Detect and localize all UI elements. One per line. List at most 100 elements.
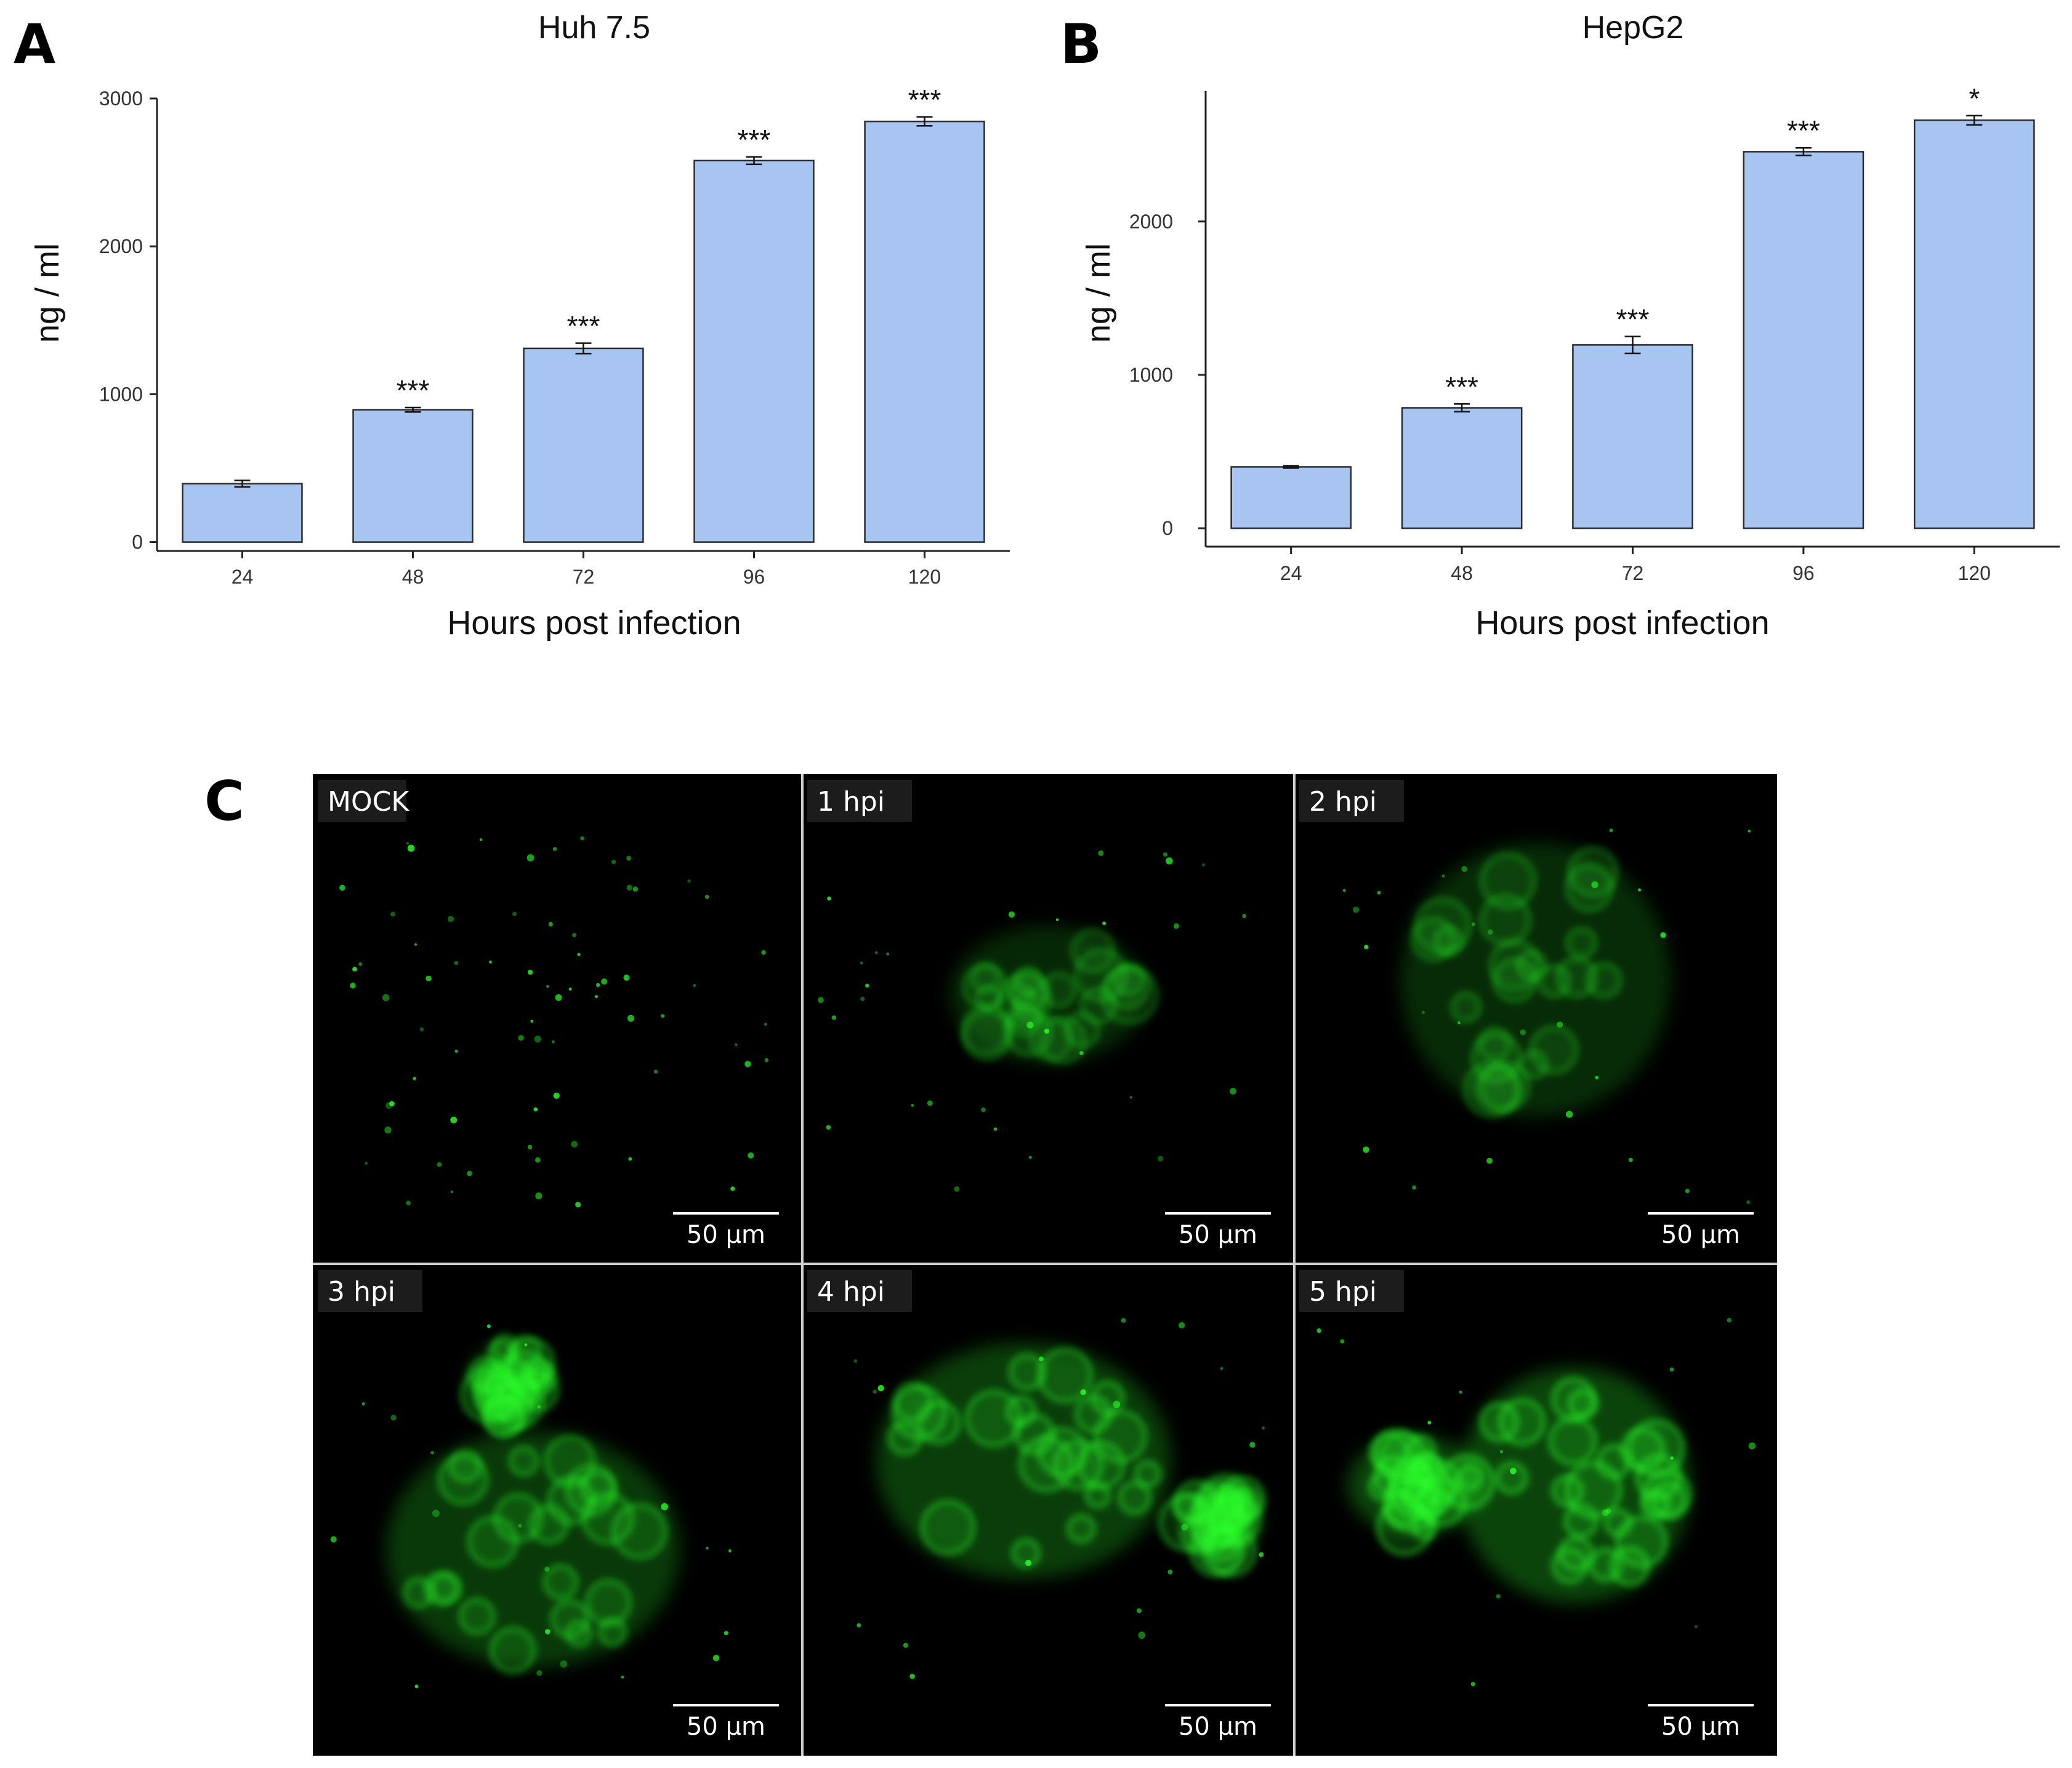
fluorescent-punctum	[1459, 1390, 1462, 1394]
x-tick-label: 120	[908, 566, 941, 588]
fluorescent-punctum	[330, 1536, 337, 1543]
fluorescent-punctum	[467, 1170, 472, 1176]
fluorescent-punctum	[1079, 1051, 1084, 1055]
fluorescent-punctum	[981, 1107, 986, 1112]
fluorescent-punctum	[734, 1043, 738, 1047]
fluorescent-punctum	[350, 982, 356, 989]
fluorescent-cell	[1011, 1538, 1041, 1567]
plot-area: 0 1000 2000 24 48 *** 72 *** 96 *** 120 *	[1129, 82, 2060, 584]
fluorescent-punctum	[518, 1524, 522, 1528]
micrograph-label: 1 hpi	[817, 786, 885, 818]
fluorescent-punctum	[1102, 921, 1107, 925]
chart-huh75: Huh 7.5 ng / ml Hours post infection 0 10…	[29, 10, 1010, 641]
fluorescent-punctum	[1748, 1442, 1756, 1450]
fluorescent-cell	[582, 1492, 634, 1545]
significance-label: ***	[567, 310, 600, 342]
fluorescent-punctum	[544, 1629, 550, 1634]
fluorescent-punctum	[1158, 1155, 1164, 1162]
fluorescent-cell	[1610, 1546, 1650, 1586]
fluorescent-punctum	[1242, 914, 1246, 918]
fluorescent-cell	[1627, 1420, 1685, 1477]
fluorescent-punctum	[535, 1157, 541, 1163]
fluorescent-punctum	[413, 1077, 417, 1080]
fluorescent-punctum	[1605, 1508, 1611, 1514]
fluorescent-punctum	[860, 961, 863, 965]
fluorescent-cell	[1038, 1348, 1093, 1403]
fluorescent-punctum	[437, 1162, 442, 1167]
fluorescent-punctum	[1181, 1524, 1188, 1531]
fluorescent-punctum	[865, 983, 869, 988]
fluorescent-punctum	[1230, 1088, 1236, 1095]
fluorescent-punctum	[486, 1324, 491, 1328]
fluorescent-punctum	[390, 1415, 397, 1421]
micrograph-label: 5 hpi	[1309, 1276, 1377, 1308]
fluorescent-punctum	[572, 933, 576, 938]
fluorescent-cell	[1650, 1481, 1687, 1517]
fluorescent-punctum	[430, 1450, 434, 1455]
fluorescent-punctum	[724, 1631, 728, 1636]
panel-label-c: C	[204, 769, 244, 833]
bar	[864, 120, 985, 543]
fluorescent-punctum	[621, 1675, 624, 1679]
fluorescent-punctum	[1510, 1468, 1517, 1474]
x-tick-label: 48	[402, 566, 424, 588]
fluorescent-punctum	[1660, 932, 1666, 938]
fluorescent-punctum	[611, 859, 616, 864]
significance-label: ***	[397, 374, 430, 406]
fluorescent-punctum	[748, 1152, 754, 1159]
chart-title: Huh 7.5	[538, 10, 650, 46]
fluorescent-punctum	[1098, 850, 1104, 856]
fluorescent-punctum	[818, 997, 824, 1003]
significance-label: ***	[908, 84, 941, 116]
fluorescent-punctum	[358, 962, 363, 966]
micrograph-label: 3 hpi	[328, 1276, 395, 1308]
micrograph-label: 2 hpi	[1309, 786, 1377, 818]
y-tick-label: 1000	[99, 383, 143, 405]
fluorescent-cell	[1478, 1027, 1512, 1061]
fluorescent-cell	[1604, 1509, 1632, 1537]
fluorescent-punctum	[764, 1058, 769, 1063]
fluorescent-cell	[1557, 957, 1597, 998]
fluorescent-punctum	[1747, 829, 1751, 833]
fluorescent-punctum	[712, 1654, 720, 1662]
fluorescent-punctum	[1628, 1157, 1633, 1162]
y-tick-label: 0	[1162, 517, 1173, 539]
fluorescent-punctum	[1566, 1111, 1573, 1118]
fluorescent-punctum	[1461, 866, 1467, 872]
fluorescent-punctum	[352, 966, 357, 972]
fluorescent-punctum	[903, 1642, 909, 1648]
fluorescent-cell	[459, 1598, 495, 1634]
chart-title: HepG2	[1582, 10, 1684, 46]
fluorescent-punctum	[661, 1503, 669, 1511]
fluorescent-cell	[1565, 864, 1613, 912]
fluorescent-punctum	[1669, 1367, 1674, 1372]
scale-bar-label: 50 μm	[687, 1221, 765, 1249]
fluorescent-punctum	[384, 1127, 392, 1134]
bar	[1230, 466, 1352, 529]
fluorescent-cell	[892, 1386, 947, 1441]
fluorescent-punctum	[687, 879, 691, 883]
fluorescent-punctum	[874, 951, 878, 954]
fluorescent-punctum	[414, 943, 417, 946]
fluorescent-punctum	[764, 1023, 767, 1026]
fluorescent-punctum	[534, 1035, 541, 1043]
fluorescent-punctum	[552, 846, 557, 851]
fluorescent-cell	[1066, 1514, 1096, 1543]
fluorescent-punctum	[623, 974, 630, 981]
scale-bar-label: 50 μm	[1179, 1713, 1257, 1741]
fluorescent-punctum	[1173, 923, 1179, 929]
fluorescent-punctum	[1342, 889, 1346, 892]
fluorescent-punctum	[1259, 1552, 1264, 1557]
fluorescent-punctum	[601, 978, 608, 985]
micrograph-panel: 3 hpi 50 μm	[318, 1270, 779, 1741]
fluorescent-punctum	[1163, 852, 1168, 857]
fluorescent-punctum	[527, 1144, 533, 1150]
fluorescent-punctum	[454, 960, 459, 965]
fluorescent-punctum	[1220, 1367, 1223, 1370]
fluorescent-punctum	[595, 995, 598, 999]
fluorescent-punctum	[1520, 1029, 1526, 1035]
fluorescent-punctum	[530, 1019, 534, 1023]
x-axis-title: Hours post infection	[1475, 605, 1769, 641]
panel-label-b: B	[1060, 12, 1102, 76]
fluorescent-punctum	[365, 1162, 368, 1165]
